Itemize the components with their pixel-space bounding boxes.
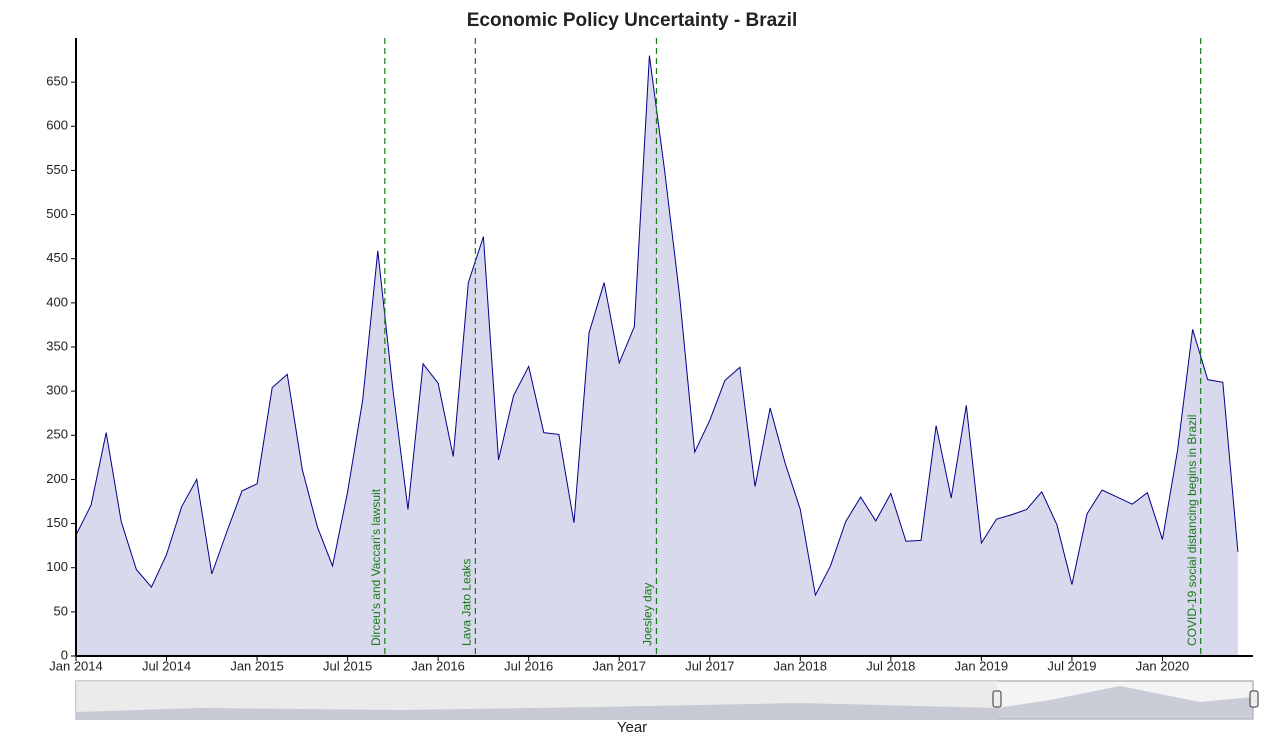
y-tick-label: 600 (46, 118, 68, 133)
y-tick-label: 450 (46, 250, 68, 265)
y-tick-label: 200 (46, 471, 68, 486)
x-tick-label: Jul 2017 (685, 658, 734, 673)
range-slider[interactable] (75, 680, 1259, 720)
y-tick-label: 0 (61, 647, 68, 662)
area-fill (76, 55, 1238, 656)
x-tick-label: Jan 2016 (411, 658, 465, 673)
y-tick-label: 550 (46, 162, 68, 177)
y-tick-label: 150 (46, 515, 68, 530)
x-tick-label: Jan 2017 (592, 658, 646, 673)
x-tick-label: Jul 2015 (323, 658, 372, 673)
x-tick-label: Jan 2018 (774, 658, 828, 673)
slider-handle[interactable] (1249, 690, 1259, 708)
x-axis-label: Year (617, 719, 647, 736)
y-tick-label: 400 (46, 294, 68, 309)
slider-preview (76, 686, 1253, 719)
y-tick-label: 300 (46, 383, 68, 398)
annotation-text: Joesley day (641, 583, 655, 646)
x-tick-label: Jan 2015 (230, 658, 284, 673)
x-tick-label: Jan 2020 (1136, 658, 1190, 673)
y-tick-label: 650 (46, 74, 68, 89)
y-tick-label: 50 (54, 603, 68, 618)
x-tick-label: Jul 2014 (142, 658, 191, 673)
annotation-text: Lava Jato Leaks (460, 559, 474, 646)
y-tick-label: 350 (46, 338, 68, 353)
chart-title: Economic Policy Uncertainty - Brazil (467, 10, 797, 31)
y-tick-label: 500 (46, 206, 68, 221)
x-tick-label: Jul 2016 (504, 658, 553, 673)
x-tick-label: Jul 2019 (1047, 658, 1096, 673)
slider-handle[interactable] (992, 690, 1002, 708)
annotation-text: Dirceu's and Vaccari's lawsuit (369, 488, 383, 646)
x-tick-label: Jul 2018 (866, 658, 915, 673)
y-tick-label: 100 (46, 559, 68, 574)
annotation-text: COVID-19 social distancing begins in Bra… (1185, 415, 1199, 646)
y-tick-label: 250 (46, 427, 68, 442)
x-tick-label: Jan 2019 (955, 658, 1009, 673)
x-tick-label: Jan 2014 (49, 658, 103, 673)
